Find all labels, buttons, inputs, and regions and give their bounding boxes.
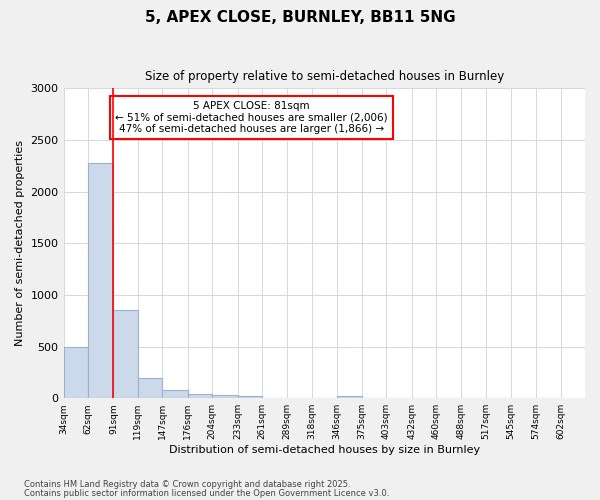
Bar [188,394,212,398]
Bar [238,396,262,398]
Bar [163,390,188,398]
Text: 5, APEX CLOSE, BURNLEY, BB11 5NG: 5, APEX CLOSE, BURNLEY, BB11 5NG [145,10,455,25]
Title: Size of property relative to semi-detached houses in Burnley: Size of property relative to semi-detach… [145,70,504,83]
Y-axis label: Number of semi-detached properties: Number of semi-detached properties [15,140,25,346]
Text: 5 APEX CLOSE: 81sqm
← 51% of semi-detached houses are smaller (2,006)
47% of sem: 5 APEX CLOSE: 81sqm ← 51% of semi-detach… [115,100,388,134]
Text: Contains public sector information licensed under the Open Government Licence v3: Contains public sector information licen… [24,488,389,498]
X-axis label: Distribution of semi-detached houses by size in Burnley: Distribution of semi-detached houses by … [169,445,480,455]
Bar [212,395,238,398]
Text: Contains HM Land Registry data © Crown copyright and database right 2025.: Contains HM Land Registry data © Crown c… [24,480,350,489]
Bar [64,346,88,398]
Bar [88,162,113,398]
Bar [113,310,138,398]
Bar [138,378,163,398]
Bar [337,396,362,398]
